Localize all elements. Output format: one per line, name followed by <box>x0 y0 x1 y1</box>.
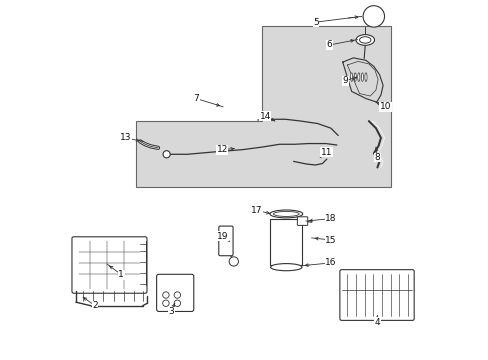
Circle shape <box>163 292 169 298</box>
Circle shape <box>229 257 238 266</box>
Circle shape <box>163 300 169 306</box>
Circle shape <box>363 6 384 27</box>
Text: 2: 2 <box>92 301 98 310</box>
Text: 6: 6 <box>326 40 332 49</box>
Ellipse shape <box>359 37 370 43</box>
Ellipse shape <box>269 210 302 218</box>
Text: 9: 9 <box>342 76 347 85</box>
Text: 14: 14 <box>259 112 270 121</box>
Text: 5: 5 <box>312 18 318 27</box>
Text: 8: 8 <box>374 153 380 162</box>
Text: 13: 13 <box>120 133 131 142</box>
Polygon shape <box>135 26 390 187</box>
Text: 10: 10 <box>379 102 390 111</box>
Text: 4: 4 <box>374 318 380 327</box>
FancyBboxPatch shape <box>270 219 302 265</box>
FancyBboxPatch shape <box>72 237 147 293</box>
Ellipse shape <box>270 264 302 271</box>
Circle shape <box>163 151 170 158</box>
Text: 17: 17 <box>251 206 262 215</box>
Ellipse shape <box>364 73 366 81</box>
Ellipse shape <box>350 73 352 81</box>
Text: 12: 12 <box>216 145 227 154</box>
Circle shape <box>174 300 180 306</box>
Circle shape <box>174 292 180 298</box>
Ellipse shape <box>273 211 299 216</box>
Text: 1: 1 <box>118 270 124 279</box>
FancyBboxPatch shape <box>339 270 413 320</box>
Text: 7: 7 <box>193 94 199 103</box>
Text: 15: 15 <box>325 235 336 244</box>
Text: 19: 19 <box>216 232 227 241</box>
Ellipse shape <box>355 35 374 45</box>
Ellipse shape <box>361 73 363 81</box>
FancyBboxPatch shape <box>218 226 233 256</box>
Ellipse shape <box>353 73 356 81</box>
Text: 18: 18 <box>325 214 336 223</box>
FancyBboxPatch shape <box>297 217 307 225</box>
FancyBboxPatch shape <box>156 274 193 311</box>
Text: 16: 16 <box>325 258 336 267</box>
Ellipse shape <box>357 73 359 81</box>
Text: 11: 11 <box>320 148 332 157</box>
Text: 3: 3 <box>168 307 174 316</box>
